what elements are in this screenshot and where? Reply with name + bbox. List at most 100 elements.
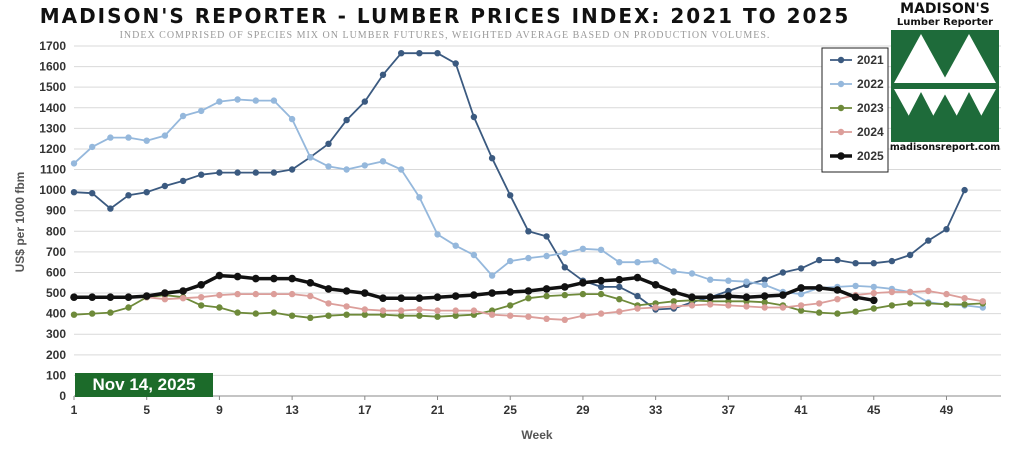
data-point-2022 bbox=[325, 163, 332, 170]
data-point-2024 bbox=[888, 288, 896, 296]
data-point-2025 bbox=[415, 294, 424, 303]
data-point-2025 bbox=[815, 284, 823, 292]
data-point-2021 bbox=[125, 192, 132, 199]
y-tick-label: 800 bbox=[46, 224, 66, 238]
x-tick-label: 5 bbox=[143, 403, 150, 417]
data-point-2022 bbox=[270, 97, 278, 104]
data-point-2025 bbox=[670, 288, 678, 296]
data-point-2024 bbox=[488, 311, 496, 318]
data-point-2023 bbox=[216, 304, 223, 311]
data-point-2024 bbox=[707, 301, 714, 308]
data-point-2023 bbox=[561, 291, 568, 299]
data-point-2023 bbox=[797, 307, 805, 314]
data-point-2024 bbox=[761, 304, 768, 311]
data-point-2025 bbox=[779, 291, 787, 299]
logo-mark-icon bbox=[891, 30, 999, 142]
data-point-2025 bbox=[470, 291, 478, 299]
data-point-2022 bbox=[361, 162, 368, 169]
data-point-2023 bbox=[616, 296, 623, 303]
data-point-2021 bbox=[434, 50, 441, 57]
chart-title: MADISON'S REPORTER - LUMBER PRICES INDEX… bbox=[39, 4, 851, 28]
data-point-2022 bbox=[579, 245, 587, 252]
data-point-2025 bbox=[724, 292, 733, 300]
legend-item-2022: 2022 bbox=[830, 77, 884, 91]
data-point-2023 bbox=[270, 309, 278, 316]
data-point-2023 bbox=[670, 298, 677, 305]
data-point-2022 bbox=[70, 160, 78, 167]
data-point-2025 bbox=[615, 275, 624, 284]
data-point-2023 bbox=[234, 309, 241, 316]
data-point-2023 bbox=[543, 292, 550, 300]
data-point-2022 bbox=[234, 96, 241, 103]
data-point-2021 bbox=[143, 189, 150, 196]
madisons-logo: MADISON'S Lumber Reporter madisonsreport… bbox=[889, 2, 1001, 154]
x-tick-label: 49 bbox=[940, 403, 954, 417]
data-point-2022 bbox=[725, 277, 732, 284]
data-point-2024 bbox=[597, 310, 605, 317]
data-point-2024 bbox=[270, 290, 278, 298]
data-point-2021 bbox=[343, 116, 350, 124]
data-point-2023 bbox=[325, 312, 332, 319]
data-point-2025 bbox=[361, 289, 369, 297]
data-point-2021 bbox=[216, 169, 223, 176]
legend-marker bbox=[837, 80, 845, 88]
logo-tagline: Lumber Reporter bbox=[896, 17, 994, 28]
data-point-2021 bbox=[816, 256, 823, 264]
y-tick-label: 900 bbox=[46, 204, 66, 218]
logo-url: madisonsreport.com bbox=[889, 142, 1001, 153]
data-point-2022 bbox=[288, 115, 296, 123]
legend-label: 2023 bbox=[857, 101, 884, 115]
data-point-2023 bbox=[870, 305, 877, 312]
data-point-2024 bbox=[616, 308, 623, 315]
data-point-2024 bbox=[979, 298, 986, 305]
data-point-2021 bbox=[252, 169, 259, 176]
x-axis-label: Week bbox=[521, 428, 552, 442]
data-point-2021 bbox=[179, 177, 187, 185]
data-point-2023 bbox=[452, 312, 459, 319]
data-point-2025 bbox=[742, 293, 751, 302]
data-point-2021 bbox=[616, 283, 623, 291]
data-point-2021 bbox=[888, 257, 896, 265]
x-tick-label: 1 bbox=[71, 403, 78, 417]
data-point-2021 bbox=[725, 287, 732, 295]
data-point-2023 bbox=[125, 304, 132, 311]
legend: 2021 2022 2023 2024 2025 bbox=[821, 47, 889, 173]
data-point-2025 bbox=[688, 293, 696, 302]
data-point-2025 bbox=[870, 296, 878, 305]
data-point-2025 bbox=[142, 292, 151, 300]
x-tick-label: 41 bbox=[794, 403, 808, 417]
data-point-2021 bbox=[416, 50, 423, 57]
data-point-2022 bbox=[398, 166, 405, 173]
data-point-2022 bbox=[89, 143, 96, 151]
data-point-2025 bbox=[524, 287, 533, 295]
data-point-2025 bbox=[561, 283, 569, 291]
data-point-2022 bbox=[525, 254, 532, 262]
y-tick-label: 1200 bbox=[39, 142, 66, 156]
data-point-2025 bbox=[579, 279, 587, 287]
data-point-2024 bbox=[561, 316, 568, 323]
data-point-2024 bbox=[797, 302, 805, 309]
legend-marker bbox=[837, 56, 845, 64]
data-point-2024 bbox=[379, 307, 387, 314]
series-2025 bbox=[70, 271, 878, 305]
data-point-2022 bbox=[597, 246, 605, 253]
data-point-2025 bbox=[397, 294, 406, 303]
data-point-2025 bbox=[342, 287, 351, 295]
data-point-2024 bbox=[579, 312, 587, 319]
data-point-2024 bbox=[288, 290, 296, 298]
data-point-2022 bbox=[307, 154, 314, 161]
data-point-2021 bbox=[507, 192, 514, 199]
data-point-2025 bbox=[542, 285, 551, 293]
data-point-2021 bbox=[89, 190, 96, 197]
data-point-2025 bbox=[124, 293, 133, 302]
data-point-2021 bbox=[906, 251, 914, 259]
x-tick-label: 29 bbox=[576, 403, 590, 417]
y-tick-label: 1600 bbox=[39, 60, 66, 74]
data-point-2025 bbox=[488, 289, 496, 297]
y-tick-label: 1500 bbox=[39, 80, 66, 94]
data-point-2023 bbox=[434, 313, 441, 320]
data-point-2021 bbox=[925, 237, 932, 244]
data-point-2022 bbox=[198, 107, 205, 115]
data-point-2022 bbox=[379, 158, 387, 165]
data-point-2025 bbox=[797, 284, 805, 292]
